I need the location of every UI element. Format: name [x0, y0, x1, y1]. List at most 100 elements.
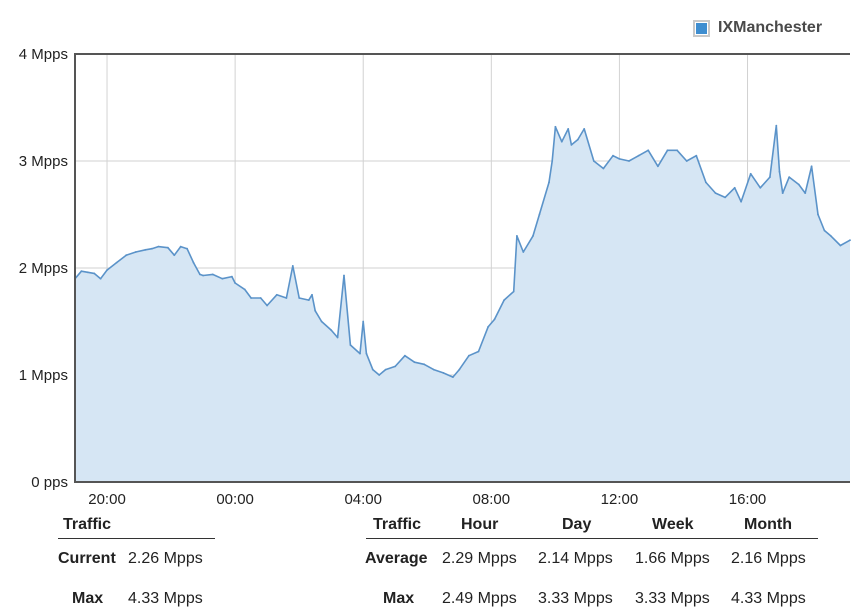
data-point [810, 165, 813, 168]
stats-right-average-month: 2.16 Mpps [731, 550, 806, 567]
data-point [618, 158, 621, 160]
stats-right-max-hour: 2.49 Mpps [442, 590, 517, 607]
data-point [602, 167, 605, 170]
chart-legend[interactable]: IXManchester [693, 19, 822, 37]
data-point [311, 293, 313, 296]
data-point [817, 213, 819, 216]
data-point [202, 274, 205, 277]
data-point [314, 309, 317, 312]
stats-right-header-traffic: Traffic [373, 516, 422, 533]
legend-label: IXManchester [718, 19, 823, 36]
y-tick-label: 4 Mpps [19, 46, 68, 63]
data-point [179, 245, 182, 248]
data-point [452, 376, 454, 378]
data-point [493, 318, 496, 321]
data-point [394, 365, 397, 368]
x-tick-label: 12:00 [601, 491, 639, 508]
data-point [781, 192, 784, 195]
stats-right-header-month: Month [744, 516, 792, 533]
data-point [849, 239, 851, 242]
stats-right-table: Traffic Hour Day Week Month Average 2.29… [0, 510, 861, 615]
data-point [384, 368, 387, 371]
stats-right-header-day: Day [562, 516, 592, 533]
data-point [714, 192, 717, 195]
x-tick-label: 20:00 [88, 491, 126, 508]
data-point [657, 165, 659, 168]
data-point [285, 297, 288, 299]
data-point [749, 172, 752, 175]
data-point [259, 297, 262, 299]
data-point [548, 181, 550, 184]
data-point [365, 352, 368, 355]
data-point [612, 154, 614, 157]
data-point [676, 149, 678, 152]
legend-swatch[interactable] [693, 19, 710, 37]
data-point [823, 229, 826, 232]
data-point [532, 235, 534, 237]
data-point [804, 192, 807, 195]
y-tick-label: 2 Mpps [19, 260, 68, 277]
data-point [144, 248, 147, 251]
data-point [275, 293, 278, 296]
data-point [349, 344, 352, 346]
stats-right-average-day: 2.14 Mpps [538, 550, 613, 567]
data-point [173, 254, 176, 257]
data-point [759, 186, 762, 189]
data-point [221, 277, 224, 280]
stats-right-label-max: Max [383, 590, 415, 607]
data-point [106, 269, 108, 271]
data-point [330, 329, 333, 331]
data-point [468, 354, 470, 357]
data-point [477, 350, 480, 353]
data-point [576, 138, 579, 141]
data-point [724, 196, 726, 199]
stats-left-label-max: Max [72, 590, 104, 607]
data-point [192, 261, 195, 264]
data-point [503, 299, 505, 301]
data-point [685, 160, 688, 162]
data-point [512, 290, 515, 293]
data-point [86, 271, 89, 274]
data-point [516, 235, 518, 237]
data-point [320, 320, 323, 323]
data-point [554, 125, 557, 128]
data-point [829, 235, 832, 237]
data-point [243, 288, 246, 291]
data-point [298, 297, 301, 299]
stats-right-average-week: 1.66 Mpps [635, 550, 710, 567]
data-point [423, 363, 425, 366]
y-tick-label: 3 Mpps [19, 153, 68, 170]
data-point [359, 352, 361, 355]
data-point [733, 186, 736, 189]
stats-right-average-hour: 2.29 Mpps [442, 550, 517, 567]
stats-right-divider [366, 538, 818, 539]
stats-left-divider [58, 538, 215, 539]
data-point [404, 354, 406, 357]
data-point [134, 251, 137, 253]
data-point [788, 176, 791, 179]
data-point [115, 261, 118, 264]
data-point [778, 170, 781, 173]
data-point [211, 273, 214, 276]
data-point [343, 274, 345, 277]
data-point [583, 127, 586, 130]
data-point [199, 273, 201, 276]
data-point [522, 251, 525, 253]
data-point [125, 254, 128, 257]
data-point [413, 361, 416, 364]
data-point [570, 144, 573, 146]
plot-frame [74, 53, 850, 483]
data-point [775, 124, 778, 127]
stats-right-max-day: 3.33 Mpps [538, 590, 613, 607]
data-point [560, 140, 563, 143]
data-point [93, 272, 96, 275]
data-point [362, 320, 365, 323]
data-point [666, 149, 669, 152]
data-point [442, 372, 445, 374]
data-point [432, 368, 435, 371]
data-point [458, 368, 461, 371]
data-point [378, 374, 381, 376]
stats-right-max-month: 4.33 Mpps [731, 590, 806, 607]
stats-right-header-hour: Hour [461, 516, 499, 533]
data-point [769, 176, 771, 179]
